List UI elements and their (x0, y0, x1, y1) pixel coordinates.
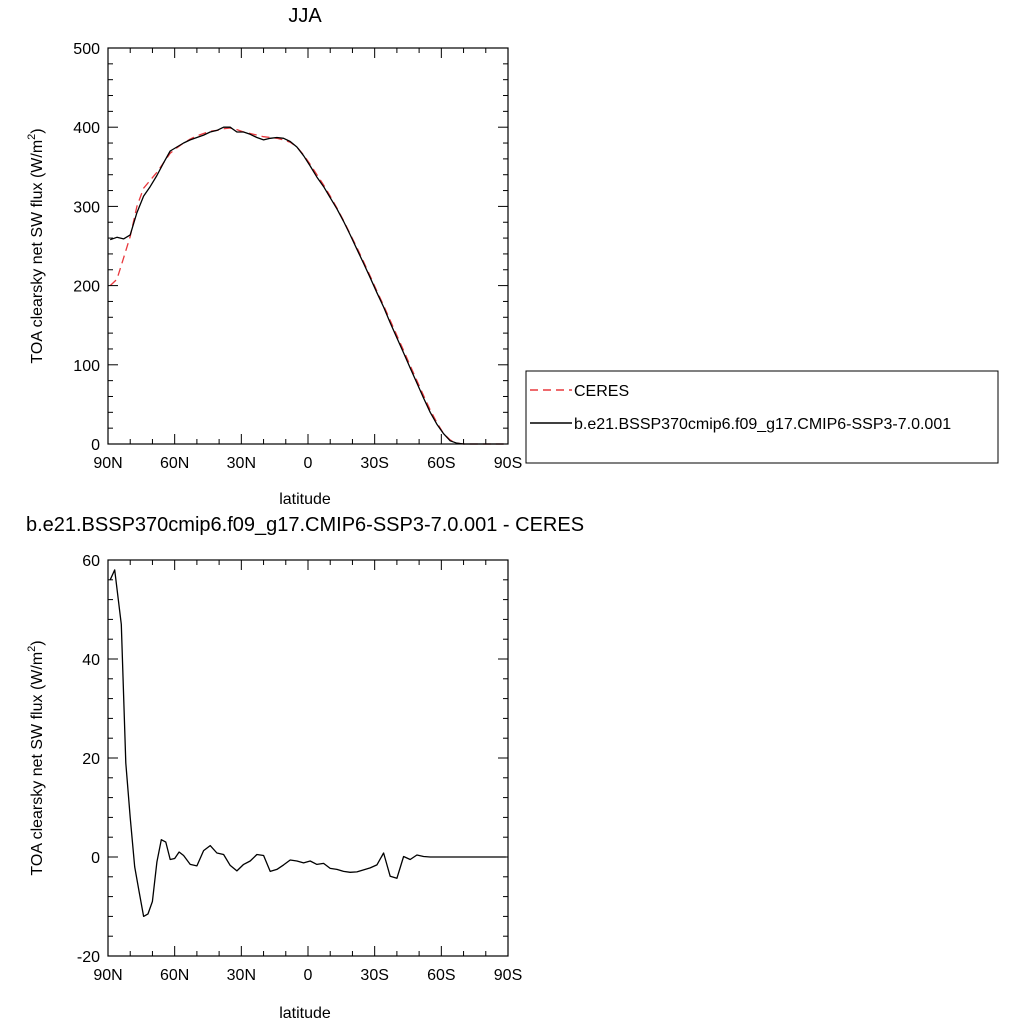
bottom-y-axis-label-sup: 2 (26, 646, 38, 652)
legend-box (525, 370, 999, 464)
top-x-tick-label: 0 (304, 455, 313, 472)
top-chart-panel: JJA 90N 60N 30N 0 30S 60S 90S0100200300400500 … (26, 5, 999, 508)
bottom-x-tick-label: 30N (227, 967, 256, 984)
top-y-tick-label: 300 (73, 199, 100, 216)
bottom-x-tick-label: 90S (494, 967, 522, 984)
bottom-y-axis-label-main: TOA clearsky net SW flux (W/m (29, 652, 46, 876)
bottom-chart-title: b.e21.BSSP370cmip6.f09_g17.CMIP6-SSP3-7.… (26, 514, 584, 536)
legend: CERES b.e21.BSSP370cmip6.f09_g17.CMIP6-S… (525, 370, 999, 464)
top-series-group (109, 126, 504, 445)
top-y-axis-label-sup: 2 (26, 134, 38, 140)
bottom-x-tick-label: 0 (304, 967, 313, 984)
top-chart-title: JJA (288, 5, 322, 27)
legend-label-model: b.e21.BSSP370cmip6.f09_g17.CMIP6-SSP3-7.… (574, 416, 951, 433)
top-y-tick-label: 200 (73, 279, 100, 296)
bottom-y-axis-label: TOA clearsky net SW flux (W/m2) (26, 640, 46, 875)
bottom-y-tick-label: 20 (82, 751, 100, 768)
bottom-y-tick-label: 0 (91, 850, 100, 867)
bottom-plot-frame (107, 559, 509, 957)
top-axis-ticks: 90N 60N 30N 0 30S 60S 90S 0 100 200 300 400 500 (73, 41, 522, 472)
bottom-series-line-0 (109, 569, 506, 918)
bottom-series-group (109, 569, 506, 918)
top-y-tick-label: 500 (73, 41, 100, 58)
bottom-y-axis-label-end: ) (29, 640, 46, 645)
bottom-chart-panel: b.e21.BSSP370cmip6.f09_g17.CMIP6-SSP3-7.… (26, 514, 584, 1022)
top-x-tick-label: 90N (93, 455, 122, 472)
top-y-axis-label-main: TOA clearsky net SW flux (W/m (29, 140, 46, 364)
top-y-tick-label: 400 (73, 120, 100, 137)
top-x-tick-label: 30S (360, 455, 388, 472)
top-x-tick-label: 60S (427, 455, 455, 472)
top-x-tick-label: 60N (160, 455, 189, 472)
top-x-tick-label: 30N (227, 455, 256, 472)
bottom-x-tick-label: 60N (160, 967, 189, 984)
bottom-x-axis-label: latitude (279, 1005, 331, 1022)
top-y-axis-label: TOA clearsky net SW flux (W/m2) (26, 128, 46, 363)
top-y-tick-label: 100 (73, 358, 100, 375)
top-y-tick-label: 0 (91, 437, 100, 454)
bottom-axis-ticks: 90N 60N 30N 0 30S 60S 90S -20 0 20 40 60 (77, 553, 522, 984)
bottom-y-tick-label: 40 (82, 652, 100, 669)
bottom-x-tick-label: 30S (360, 967, 388, 984)
bottom-x-tick-label: 60S (427, 967, 455, 984)
top-y-axis-label-end: ) (29, 128, 46, 133)
top-plot-frame (107, 47, 509, 445)
top-x-axis-label: latitude (279, 491, 331, 508)
bottom-y-tick-label: 60 (82, 553, 100, 570)
top-series-line-1 (109, 126, 504, 445)
bottom-y-tick-label: -20 (77, 949, 100, 966)
legend-label-ceres: CERES (574, 383, 629, 400)
bottom-x-tick-label: 90N (93, 967, 122, 984)
top-x-tick-label: 90S (494, 455, 522, 472)
top-series-line-0 (109, 127, 504, 445)
